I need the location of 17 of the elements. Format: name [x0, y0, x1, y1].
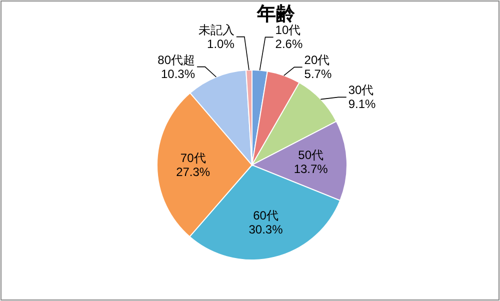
slice-label: 70代 [180, 150, 206, 165]
data-label: 9.1% [348, 97, 376, 112]
slice-label: 60代 [253, 208, 278, 222]
slice-label: 50代 [298, 148, 324, 162]
data-label: 1.0% [207, 36, 235, 51]
data-label: 30.3% [248, 222, 284, 236]
data-label: 10.3% [161, 66, 196, 81]
data-label: 5.7% [304, 67, 332, 82]
slice-label: 30代 [348, 83, 374, 98]
slice-label: 20代 [304, 53, 330, 68]
slice-label: 10代 [275, 23, 301, 38]
data-label: 13.7% [294, 162, 328, 176]
slice-label: 未記入 [198, 22, 234, 37]
chart-title: 年齢 [256, 4, 296, 25]
slice-label: 80代超 [158, 52, 196, 67]
data-label: 2.6% [275, 37, 303, 52]
data-label: 27.3% [176, 164, 210, 179]
